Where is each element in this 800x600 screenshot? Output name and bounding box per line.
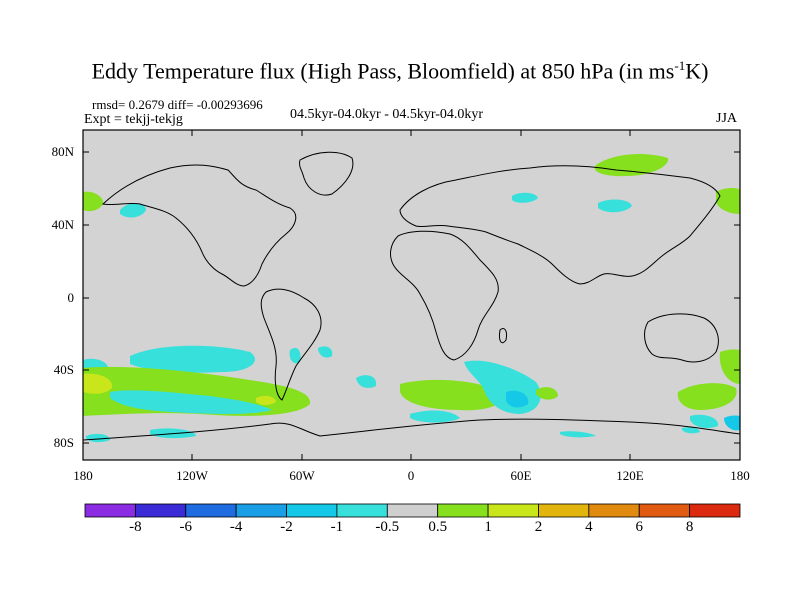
season-label: JJA	[716, 111, 738, 126]
contour-green-east-edge	[716, 188, 740, 214]
contour-cyan-south-america	[289, 347, 301, 364]
coastline-north-america	[101, 164, 297, 287]
coastlines	[83, 151, 740, 441]
lon-label-180e: 180	[730, 468, 750, 483]
coastline-madagascar	[499, 327, 507, 344]
colorbar-label: -6	[179, 519, 193, 535]
colorbar-swatch	[487, 503, 539, 518]
contour-cyan-southern-ocean-w	[110, 390, 272, 414]
colorbar-swatch	[185, 503, 237, 518]
contour-cyan-pacific-n	[120, 203, 146, 218]
lon-label-0: 0	[407, 468, 415, 483]
colorbar-swatch	[689, 503, 741, 518]
contour-cyan-australia-s	[690, 414, 719, 428]
colorbar-swatch	[386, 503, 439, 518]
map-title: Eddy Temperature flux (High Pass, Bloomf…	[0, 58, 800, 84]
lat-label-80s: 80S	[53, 435, 74, 450]
colorbar-swatch	[588, 503, 640, 518]
contour-fill-layer	[83, 154, 740, 443]
lon-label-60w: 60W	[289, 468, 315, 483]
colorbar-swatch	[336, 503, 388, 518]
coastline-greenland	[299, 151, 354, 196]
contour-lightblue-indian-core	[506, 390, 529, 408]
coastline-australia	[644, 313, 719, 363]
contour-green-east-edge-s	[719, 349, 740, 384]
title-end-text: K)	[685, 58, 709, 84]
contour-green-arctic	[594, 154, 669, 177]
lon-label-120e: 120E	[616, 468, 644, 483]
contour-cyan-asia	[598, 199, 632, 213]
colorbar-swatch	[437, 503, 489, 518]
colorbar-label: 1	[484, 519, 492, 535]
contour-green-south-atlantic	[400, 379, 503, 411]
colorbar-label: 2	[534, 519, 543, 535]
contour-green-australia-s	[677, 383, 737, 410]
contour-yellow-drake	[256, 395, 276, 405]
contour-cyan-atlantic	[318, 346, 333, 358]
contour-cyan-polar-4	[682, 427, 700, 434]
colorbar-label: -1	[330, 519, 344, 535]
contour-cyan-atlantic-s	[356, 375, 377, 388]
colorbar-label: -4	[229, 519, 243, 535]
lat-label-80n: 80N	[51, 144, 74, 159]
experiment-label: Expt = tekjj-tekjg	[84, 112, 183, 127]
colorbar	[84, 503, 741, 518]
contour-cyan-south-pacific	[130, 345, 255, 373]
colorbar-label: -0.5	[375, 519, 400, 535]
contour-cyan-polar-1	[86, 433, 110, 443]
title-superscript: -1	[674, 58, 686, 73]
coastline-eurasia	[399, 165, 721, 285]
colorbar-label: 4	[585, 519, 593, 535]
lon-label-120w: 120W	[176, 468, 208, 483]
lat-label-0: 0	[67, 290, 75, 305]
coastline-antarctica	[83, 418, 740, 441]
colorbar-label: -2	[280, 519, 293, 535]
title-text: Eddy Temperature flux (High Pass, Bloomf…	[91, 58, 675, 84]
contour-yellow-south-pacific	[83, 373, 113, 394]
colorbar-swatch	[84, 503, 136, 518]
colorbar-label: 0.5	[428, 519, 448, 535]
lon-label-60e: 60E	[510, 468, 532, 483]
coastline-africa	[390, 230, 499, 361]
contour-green-kerguelen	[536, 387, 558, 400]
coastline-south-america	[260, 288, 322, 401]
colorbar-swatch	[638, 503, 691, 518]
contour-cyan-europe	[512, 192, 538, 203]
colorbar-swatch	[235, 503, 287, 518]
lat-label-40s: 40S	[53, 362, 74, 377]
contour-green-west-edge	[83, 191, 104, 212]
lat-label-40n: 40N	[51, 217, 74, 232]
stats-label: rmsd= 0.2679 diff= -0.00293696	[92, 97, 263, 112]
colorbar-label: -8	[129, 519, 142, 535]
colorbar-label: 6	[635, 519, 643, 535]
colorbar-swatch	[538, 503, 590, 518]
contour-cyan-polar-3	[560, 431, 596, 438]
contour-cyan-east-edge-s	[724, 415, 740, 431]
colorbar-label: 8	[685, 519, 694, 535]
colorbar-swatch	[134, 503, 187, 518]
contour-cyan-antarctic-rim	[410, 410, 460, 423]
colorbar-swatch	[286, 503, 338, 518]
period-label: 04.5kyr-04.0kyr - 04.5kyr-04.0kyr	[290, 107, 484, 122]
lon-label-180w: 180	[73, 468, 93, 483]
axis-ticks	[83, 130, 740, 460]
